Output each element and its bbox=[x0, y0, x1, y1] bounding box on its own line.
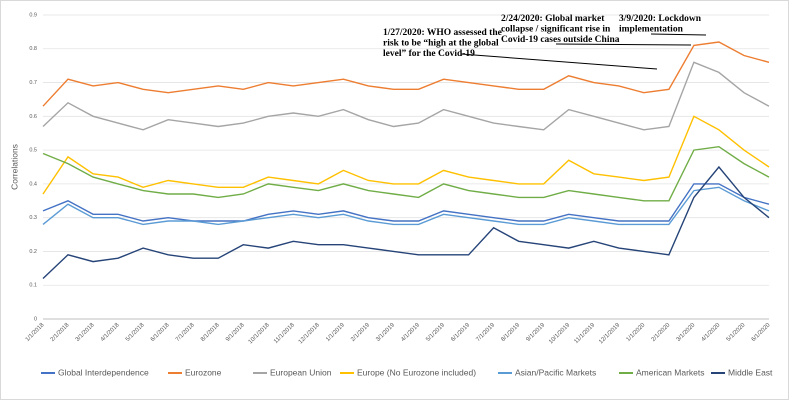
y-tick-label: 0.3 bbox=[29, 215, 37, 221]
annotation: implementation bbox=[619, 25, 684, 35]
x-tick-label: 2/1/2019 bbox=[350, 322, 371, 343]
x-tick-label: 4/1/2019 bbox=[400, 322, 421, 343]
annotation: 2/24/2020: Global market bbox=[501, 14, 605, 24]
x-tick-label: 5/1/2020 bbox=[726, 322, 747, 343]
series-line bbox=[42, 165, 770, 280]
x-tick-label: 2/1/2018 bbox=[50, 322, 71, 343]
x-tick-label: 8/1/2018 bbox=[200, 322, 221, 343]
y-tick-label: 0.4 bbox=[29, 181, 37, 187]
y-tick-label: 0.7 bbox=[29, 80, 37, 86]
annotation: collapse / significant rise in bbox=[501, 25, 611, 35]
legend-label: Asian/Pacific Markets bbox=[515, 367, 596, 377]
y-tick-label: 0.5 bbox=[29, 148, 37, 154]
x-tick-label: 3/1/2018 bbox=[75, 322, 96, 343]
x-tick-label: 6/1/2020 bbox=[751, 322, 772, 343]
annotation: 3/9/2020: Lockdown bbox=[619, 14, 702, 24]
series-line bbox=[42, 183, 770, 222]
annotation: 1/27/2020: WHO assessed the bbox=[383, 28, 502, 38]
series-line bbox=[42, 61, 770, 131]
series-line bbox=[42, 145, 770, 202]
x-tick-label: 12/1/2019 bbox=[598, 322, 622, 346]
annotation-leaders bbox=[460, 33, 707, 70]
x-tick-label: 4/1/2018 bbox=[100, 322, 121, 343]
x-tick-label: 10/1/2019 bbox=[548, 322, 572, 346]
x-tick-label: 1/1/2018 bbox=[25, 322, 46, 343]
x-tick-label: 5/1/2018 bbox=[125, 322, 146, 343]
series-line bbox=[42, 41, 770, 107]
x-tick-label: 2/1/2020 bbox=[651, 322, 672, 343]
y-tick-label: 0.1 bbox=[29, 283, 37, 289]
legend-label: American Markets bbox=[636, 367, 705, 377]
x-tick-label: 9/1/2019 bbox=[525, 322, 546, 343]
x-tick-label: 9/1/2018 bbox=[225, 322, 246, 343]
annotation: Covid-19 cases outside China bbox=[501, 35, 620, 45]
x-tick-label: 6/1/2018 bbox=[150, 322, 171, 343]
annotation-leader bbox=[650, 33, 707, 36]
y-tick-label: 0.9 bbox=[29, 12, 37, 18]
x-tick-label: 3/1/2019 bbox=[375, 322, 396, 343]
x-tick-label: 6/1/2019 bbox=[450, 322, 471, 343]
y-tick-label: 0.2 bbox=[29, 249, 37, 255]
x-tick-label: 4/1/2020 bbox=[701, 322, 722, 343]
x-tick-label: 12/1/2018 bbox=[298, 322, 322, 346]
legend-label: Middle East bbox=[728, 367, 773, 377]
x-tick-label: 8/1/2019 bbox=[500, 322, 521, 343]
x-tick-label: 7/1/2018 bbox=[175, 322, 196, 343]
x-tick-label: 1/1/2019 bbox=[325, 322, 346, 343]
legend-label: Global Interdependence bbox=[58, 367, 149, 377]
y-axis-label: Correlations bbox=[9, 144, 19, 190]
series-line bbox=[42, 115, 770, 195]
series-line bbox=[42, 186, 770, 226]
legend-label: European Union bbox=[270, 367, 332, 377]
x-tick-label: 10/1/2018 bbox=[248, 322, 272, 346]
annotation: level” for the Covid-19 bbox=[383, 49, 475, 59]
legend-label: Eurozone bbox=[185, 367, 222, 377]
x-tick-label: 7/1/2019 bbox=[475, 322, 496, 343]
x-tick-label: 1/1/2020 bbox=[626, 322, 647, 343]
x-tick-label: 11/1/2018 bbox=[273, 322, 296, 345]
y-tick-label: 0.8 bbox=[29, 46, 37, 52]
x-tick-label: 5/1/2019 bbox=[425, 322, 446, 343]
legend-label: Europe (No Eurozone included) bbox=[357, 367, 476, 377]
x-tick-label: 11/1/2019 bbox=[573, 322, 596, 345]
y-tick-label: 0 bbox=[34, 316, 37, 322]
annotation-leader bbox=[460, 53, 658, 70]
annotation-leader bbox=[555, 43, 692, 46]
x-tick-label: 3/1/2020 bbox=[676, 322, 697, 343]
y-tick-label: 0.6 bbox=[29, 114, 37, 120]
annotation: risk to be “high at the global bbox=[383, 38, 499, 49]
